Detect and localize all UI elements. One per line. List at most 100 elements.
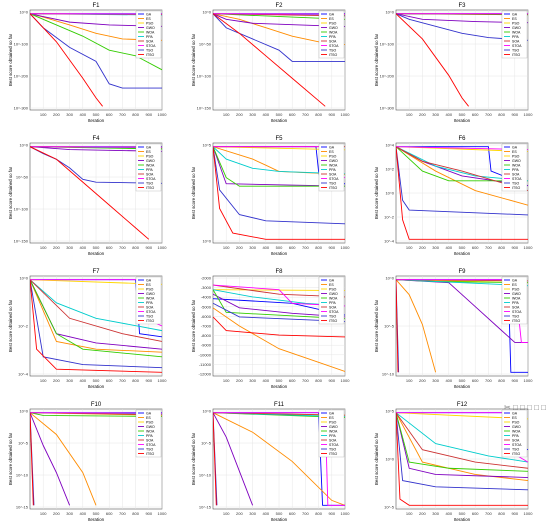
x-tick-label: 400 <box>445 112 452 117</box>
x-tick-label: 200 <box>419 245 426 250</box>
legend-label: STOA <box>512 443 522 447</box>
legend-label: TSO <box>146 314 153 318</box>
legend-label: PPA <box>512 301 519 305</box>
chart-panel-f4: F4 100 200 300 400 500 600 700 800 900 1000 10^0 10^… <box>0 133 183 266</box>
legend-label: PSO <box>146 287 154 291</box>
legend-label: PPA <box>329 434 336 438</box>
x-tick-label: 100 <box>40 112 47 117</box>
chart-svg: F4 100 200 300 400 500 600 700 800 900 1000 10^0 10^… <box>8 136 168 256</box>
legend-label: ES <box>512 17 517 21</box>
legend-label: SOA <box>512 39 520 43</box>
x-tick-label: 1000 <box>524 245 534 250</box>
y-axis-label: Best score obtained so far <box>374 432 379 485</box>
x-tick-label: 200 <box>236 378 243 383</box>
y-tick-label: 10^-100 <box>197 74 212 79</box>
legend-label: WOA <box>329 163 338 167</box>
x-tick-label: 300 <box>66 511 73 516</box>
legend-label: PPA <box>329 301 336 305</box>
legend-label: STOA <box>146 44 156 48</box>
series-line-gwo <box>396 13 528 24</box>
series-line-itso <box>30 412 34 506</box>
x-tick-label: 900 <box>511 511 518 516</box>
x-tick-label: 300 <box>432 511 439 516</box>
series-line-itso <box>30 279 162 373</box>
y-tick-label: -11000 <box>199 362 212 367</box>
legend-label: GWO <box>512 425 521 429</box>
chart-title: F10 <box>91 402 102 408</box>
y-tick-label: -6000 <box>201 314 212 319</box>
x-tick-label: 500 <box>276 378 283 383</box>
y-tick-label: 10^2 <box>385 167 394 172</box>
x-tick-label: 1000 <box>158 378 168 383</box>
series-line-itso <box>396 279 399 373</box>
y-tick-label: 10^-50 <box>199 42 212 47</box>
y-tick-label: 10^-2 <box>384 215 395 220</box>
x-tick-label: 500 <box>276 511 283 516</box>
x-tick-label: 200 <box>236 245 243 250</box>
x-tick-label: 200 <box>419 511 426 516</box>
legend-label: WOA <box>512 429 521 433</box>
x-tick-label: 1000 <box>524 112 534 117</box>
x-tick-label: 1000 <box>341 112 351 117</box>
series-line-tso <box>213 302 345 322</box>
y-axis-label: Best score obtained so far <box>8 432 13 485</box>
x-tick-label: 700 <box>302 378 309 383</box>
legend-label: ITSO <box>329 319 337 323</box>
series-line-soa <box>396 146 528 191</box>
y-tick-label: -8000 <box>201 333 212 338</box>
x-tick-label: 300 <box>66 245 73 250</box>
legend-label: GA <box>512 411 518 415</box>
series-line-stoa <box>213 412 345 506</box>
x-tick-label: 500 <box>276 112 283 117</box>
legend-label: GA <box>329 12 335 16</box>
x-tick-label: 600 <box>289 112 296 117</box>
legend-label: PPA <box>146 168 153 172</box>
legend-label: STOA <box>329 44 339 48</box>
series-line-es <box>30 13 162 41</box>
x-tick-label: 200 <box>53 245 60 250</box>
x-tick-label: 900 <box>511 245 518 250</box>
x-tick-label: 300 <box>249 245 256 250</box>
x-tick-label: 1000 <box>158 245 168 250</box>
legend-label: ITSO <box>512 186 520 190</box>
x-tick-label: 600 <box>106 112 113 117</box>
y-tick-label: -9000 <box>201 343 212 348</box>
x-tick-label: 200 <box>419 112 426 117</box>
y-tick-label: 10^4 <box>385 143 394 148</box>
y-tick-label: 10^0 <box>202 10 211 15</box>
series-line-tso <box>396 412 528 491</box>
legend-label: GA <box>146 411 152 415</box>
y-tick-label: 10^0 <box>385 191 394 196</box>
chart-panel-f10: F10 100 200 300 400 500 600 700 800 900 1000 10^0 10… <box>0 399 183 532</box>
series-line-ppa <box>30 279 162 332</box>
x-axis-label: Iteration <box>271 251 288 256</box>
y-tick-label: 10^-300 <box>380 106 395 111</box>
x-tick-label: 1000 <box>158 511 168 516</box>
x-tick-label: 600 <box>289 245 296 250</box>
y-tick-label: -12000 <box>199 372 212 377</box>
y-tick-label: 10^-4 <box>18 372 29 377</box>
legend-label: TSO <box>329 181 336 185</box>
chart-svg: F6 100 200 300 400 500 600 700 800 900 1000 10^4 10^… <box>374 136 534 256</box>
legend-label: GA <box>512 145 518 149</box>
legend-label: SOA <box>512 438 520 442</box>
x-tick-label: 900 <box>145 112 152 117</box>
chart-title: F5 <box>275 136 283 142</box>
series-line-woa <box>213 289 345 320</box>
legend-label: SOA <box>146 438 154 442</box>
legend-label: WOA <box>512 30 521 34</box>
y-tick-label: 10^-100 <box>14 207 29 212</box>
x-axis-label: Iteration <box>88 251 105 256</box>
y-tick-label: 10^-100 <box>380 42 395 47</box>
y-tick-label: 10^0 <box>202 409 211 414</box>
x-tick-label: 1000 <box>341 245 351 250</box>
series-line-gwo <box>213 412 254 506</box>
chart-panel-f1: F1 100 200 300 400 500 600 700 800 900 1000 10^0 10^… <box>0 0 183 133</box>
y-tick-label: 10^-10 <box>16 473 29 478</box>
chart-title: F4 <box>92 136 100 142</box>
x-tick-label: 100 <box>223 378 230 383</box>
y-tick-label: -10000 <box>199 352 212 357</box>
series-line-woa <box>30 412 162 417</box>
x-tick-label: 700 <box>302 245 309 250</box>
